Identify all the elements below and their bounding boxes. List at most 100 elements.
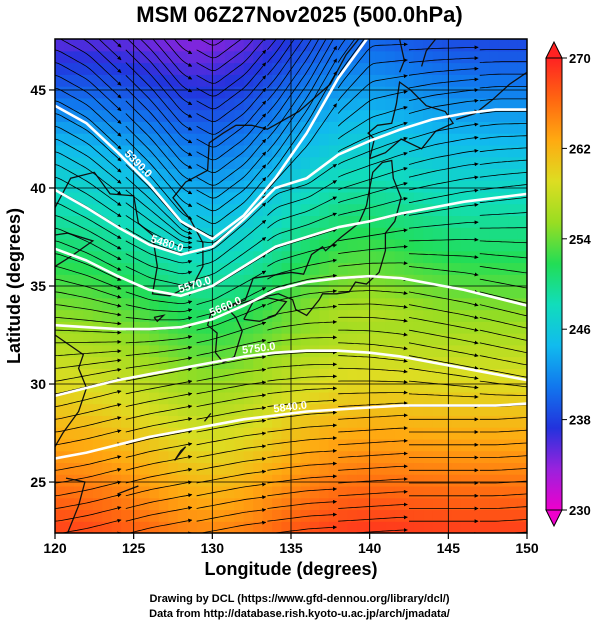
heat-cell [300,144,311,158]
streamline [199,39,225,46]
heat-cell [243,262,254,275]
heat-cell [423,427,434,440]
heat-cell [55,144,66,158]
heat-cell [102,274,113,287]
streamline [125,100,193,169]
heat-cell [73,86,84,99]
heat-cell [130,238,141,252]
heat-cell [281,168,292,181]
heat-cell [432,62,443,75]
heat-cell [187,62,198,75]
heat-cell [451,262,462,275]
heat-cell [460,238,471,252]
heat-cell [347,121,358,134]
heat-cell [527,98,537,110]
heat-cell [328,297,339,311]
heat-cell [92,474,103,487]
streamline [479,317,527,331]
streamline [196,469,267,484]
heat-cell [187,333,198,346]
heat-cell [291,450,302,464]
heat-cell [460,250,471,264]
heat-cell [404,262,415,275]
heat-cell [139,321,150,334]
heat-cell [375,333,386,346]
heat-cell [281,74,292,87]
heat-cell [55,215,66,228]
heat-cell [460,297,471,311]
heat-cell [168,156,179,169]
heat-cell [309,356,320,369]
heat-cell [338,391,349,405]
heat-cell [460,274,471,287]
heat-cell [196,321,207,334]
heat-cell [224,203,235,217]
heat-cell [470,344,481,358]
heat-cell [149,380,160,393]
heat-cell [139,109,150,122]
heat-cell [168,203,179,217]
heat-cell [55,168,66,181]
heat-cell [168,168,179,181]
heat-cell [508,309,519,322]
heat-cell [423,274,434,287]
wind-streamlines [55,39,527,533]
heat-cell [508,262,519,275]
heat-cell [234,238,245,252]
heat-cell [291,86,302,99]
heat-cell [508,215,519,228]
heat-cell [404,50,415,64]
streamline [408,317,479,332]
heat-cell [64,133,75,146]
heat-cell [338,380,349,393]
heat-cell [73,521,84,533]
streamline [337,39,365,76]
heat-cell [196,391,207,405]
heat-cell [234,462,245,475]
heat-cell [187,50,198,64]
heat-cell [177,274,188,287]
streamline [55,151,122,195]
heat-cell [177,121,188,134]
heat-cell [489,144,500,158]
heat-cell [423,333,434,346]
heat-cell [375,509,386,522]
heat-cell [498,227,509,240]
streamline [267,39,295,76]
streamline [196,113,267,161]
streamline [196,75,267,123]
heat-cell [177,286,188,299]
heat-cell [206,168,217,181]
heat-cell [460,39,471,52]
heat-cell [375,321,386,334]
heat-cell [479,380,490,393]
heat-cell [130,109,141,122]
heat-cell [347,262,358,275]
heat-cell [55,474,66,487]
heat-cell [158,180,169,193]
heat-cell [319,427,330,440]
heat-cell [253,462,264,475]
heat-cell [196,133,207,146]
heat-cell [281,321,292,334]
heat-cell [460,427,471,440]
streamline [338,451,408,458]
heat-cell [73,62,84,75]
heat-cell [92,286,103,299]
streamline [55,227,122,261]
streamline [55,87,122,137]
heat-cell [319,497,330,511]
heat-cell [158,415,169,428]
heat-cell [243,474,254,487]
heat-cell [394,50,405,64]
heat-cell [187,191,198,205]
heat-cell [375,368,386,381]
heat-cell [479,50,490,64]
heat-cell [262,191,273,205]
streamline [55,164,122,206]
heat-cell [102,403,113,416]
heat-cell [55,509,66,522]
streamline [479,479,527,484]
heat-cell [508,497,519,511]
heat-cell [83,215,94,228]
